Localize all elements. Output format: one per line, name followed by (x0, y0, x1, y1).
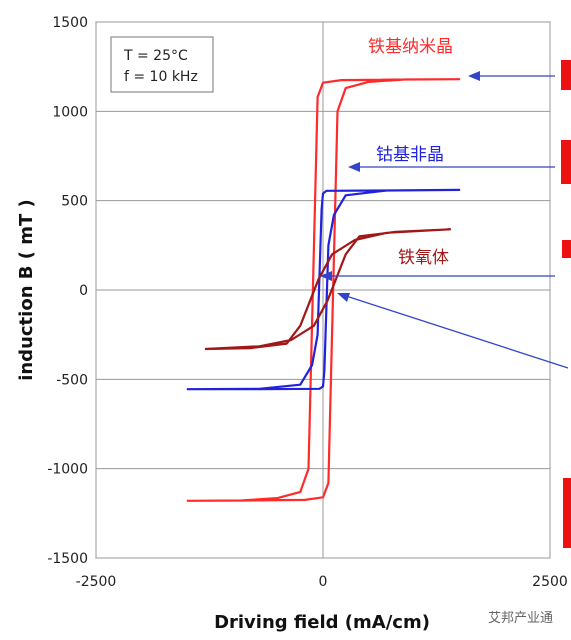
y-tick-label: 1000 (52, 104, 88, 120)
y-axis-label: induction B ( mT ) (16, 199, 37, 381)
marker-red-bottom (563, 478, 571, 548)
x-tick-label: 2500 (532, 574, 568, 590)
watermark: 艾邦产业通 (487, 611, 553, 626)
hysteresis-curves (186, 78, 461, 502)
condition-frequency: f = 10 kHz (124, 69, 198, 85)
x-tick-label: -2500 (76, 574, 117, 590)
right-edge-markers (561, 60, 571, 548)
marker-red-low (562, 240, 571, 258)
y-tick-label: -1500 (47, 551, 88, 567)
arrow-diagonal (339, 293, 569, 369)
label-co-amorphous: 钴基非晶 (376, 145, 444, 165)
arrowhead-ferrite (320, 271, 332, 281)
marker-red-mid (561, 140, 571, 184)
y-tick-label: 500 (61, 194, 88, 210)
series-line-1 (186, 188, 461, 391)
y-tick-label: -1000 (47, 462, 88, 478)
arrowhead-diagonal (337, 293, 350, 302)
y-tick-label: -500 (56, 372, 88, 388)
grid-lines (95, 21, 551, 559)
series-line-0 (186, 78, 461, 502)
pointer-arrows (320, 71, 569, 369)
arrowhead-fe-nanocrystalline (468, 71, 480, 81)
tick-labels: 1500 1000 500 0 -500 -1000 -1500 -2500 0 2500 (47, 15, 568, 590)
label-ferrite: 铁氧体 (398, 248, 449, 268)
condition-temperature: T = 25°C (123, 48, 188, 64)
conditions-box: T = 25°C f = 10 kHz (110, 36, 214, 93)
arrowhead-co-amorphous (348, 162, 360, 172)
y-tick-label: 0 (79, 283, 88, 299)
x-axis-label: Driving field (mA/cm) (214, 612, 430, 633)
series-line-2 (204, 228, 452, 351)
label-fe-nanocrystalline: 铁基纳米晶 (368, 37, 453, 57)
marker-red-top (561, 60, 571, 90)
x-tick-label: 0 (319, 574, 328, 590)
y-tick-label: 1500 (52, 15, 88, 31)
